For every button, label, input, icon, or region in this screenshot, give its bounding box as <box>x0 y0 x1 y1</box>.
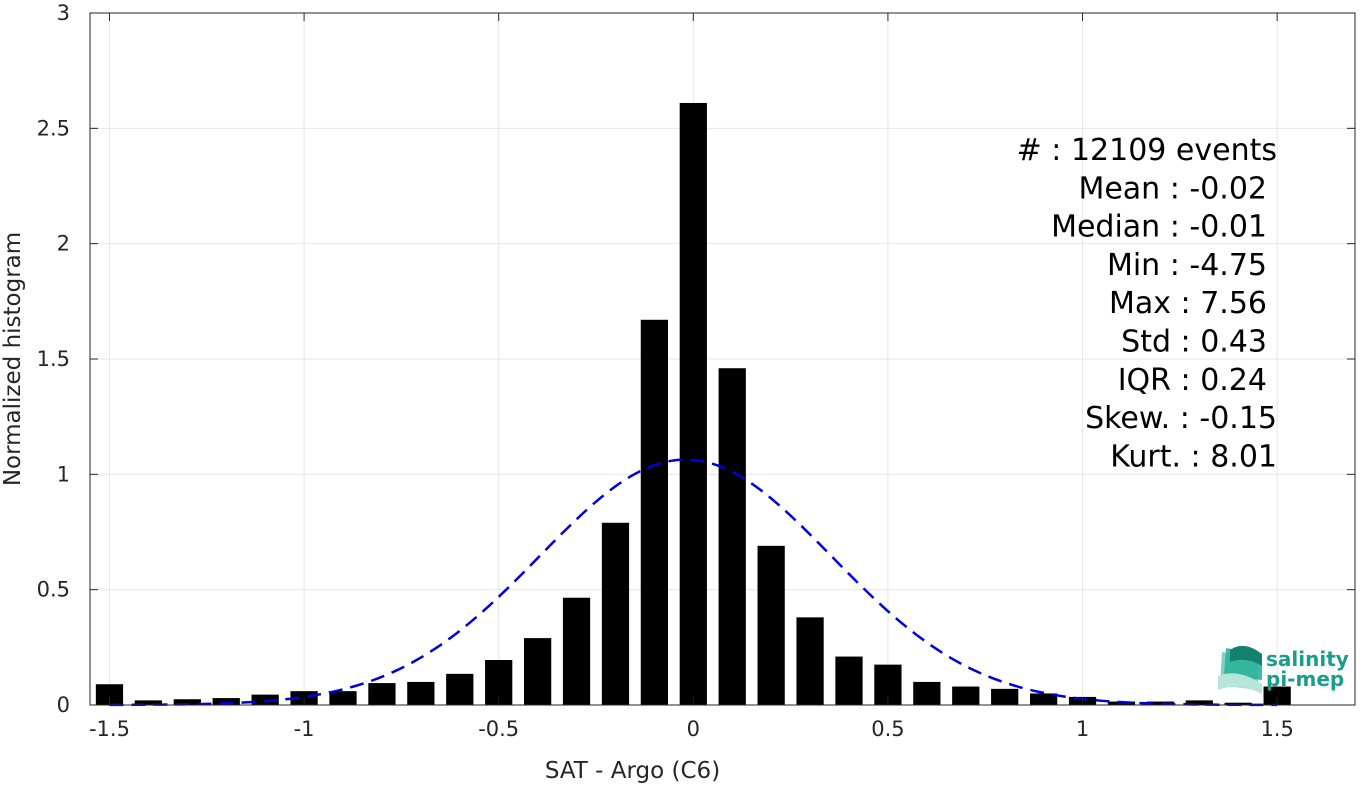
logo-text-pi-mep: pi-mep <box>1266 667 1344 691</box>
stat-line: Min : -4.75 <box>1107 248 1267 283</box>
stat-line: Kurt. : 8.01 <box>1110 439 1277 474</box>
histogram-bar <box>251 694 279 705</box>
histogram-bar <box>1185 700 1213 705</box>
x-axis-ticks: -1.5 -1 -0.5 0 0.5 1 1.5 <box>89 13 1294 741</box>
y-tick-label: 2 <box>57 232 70 256</box>
histogram-bar <box>757 545 785 705</box>
histogram-bar <box>173 699 201 705</box>
y-tick-label: 2.5 <box>37 116 70 140</box>
histogram-bar <box>134 700 163 705</box>
histogram-bar <box>562 597 591 705</box>
x-tick-label: -1.5 <box>89 717 130 741</box>
histogram-bar <box>835 656 863 705</box>
histogram-bar <box>329 691 357 705</box>
histogram-bars <box>95 102 1291 705</box>
stat-line: Mean : -0.02 <box>1078 171 1267 206</box>
x-tick-label: 1.5 <box>1260 717 1293 741</box>
x-tick-label: -1 <box>294 717 315 741</box>
x-tick-label: 1 <box>1076 717 1089 741</box>
histogram-bar <box>95 684 124 705</box>
y-tick-label: 1.5 <box>37 347 70 371</box>
histogram-bar <box>446 673 474 705</box>
histogram-bar <box>1146 701 1175 705</box>
histogram-bar <box>718 368 746 705</box>
stat-line: Median : -0.01 <box>1051 210 1267 245</box>
y-axis-label: Normalized histogram <box>0 232 26 486</box>
histogram-bar <box>212 698 240 705</box>
stat-line: IQR : 0.24 <box>1118 363 1267 398</box>
y-tick-label: 3 <box>57 1 70 25</box>
y-tick-label: 0.5 <box>37 578 70 602</box>
histogram-bar <box>368 683 396 705</box>
histogram-bar <box>679 102 707 705</box>
histogram-bar <box>991 688 1019 705</box>
stat-line: Std : 0.43 <box>1121 325 1267 360</box>
logo-text-salinity: salinity <box>1266 647 1349 671</box>
x-axis-label: SAT - Argo (C6) <box>545 758 720 784</box>
salinity-pi-mep-logo: salinity pi-mep <box>1218 645 1349 694</box>
stat-line: Skew. : -0.15 <box>1085 401 1277 436</box>
logo-wave-icon <box>1218 645 1262 694</box>
histogram-bar <box>796 617 824 705</box>
histogram-bar <box>640 319 669 705</box>
x-tick-label: 0.5 <box>871 717 904 741</box>
histogram-bar <box>523 638 552 705</box>
stat-line: Max : 7.56 <box>1109 286 1267 321</box>
y-tick-label: 0 <box>57 693 70 717</box>
y-axis-ticks: 0 0.5 1 1.5 2 2.5 3 <box>37 1 1355 717</box>
histogram-bar <box>1029 693 1058 705</box>
stat-line: # : 12109 events <box>1017 133 1277 168</box>
x-tick-label: -0.5 <box>478 717 519 741</box>
histogram-bar <box>913 681 941 705</box>
histogram-bar <box>952 686 980 705</box>
histogram-bar <box>407 681 435 705</box>
histogram-bar <box>1263 686 1291 705</box>
histogram-bar <box>601 522 630 705</box>
x-tick-label: 0 <box>687 717 700 741</box>
y-tick-label: 1 <box>57 462 70 486</box>
